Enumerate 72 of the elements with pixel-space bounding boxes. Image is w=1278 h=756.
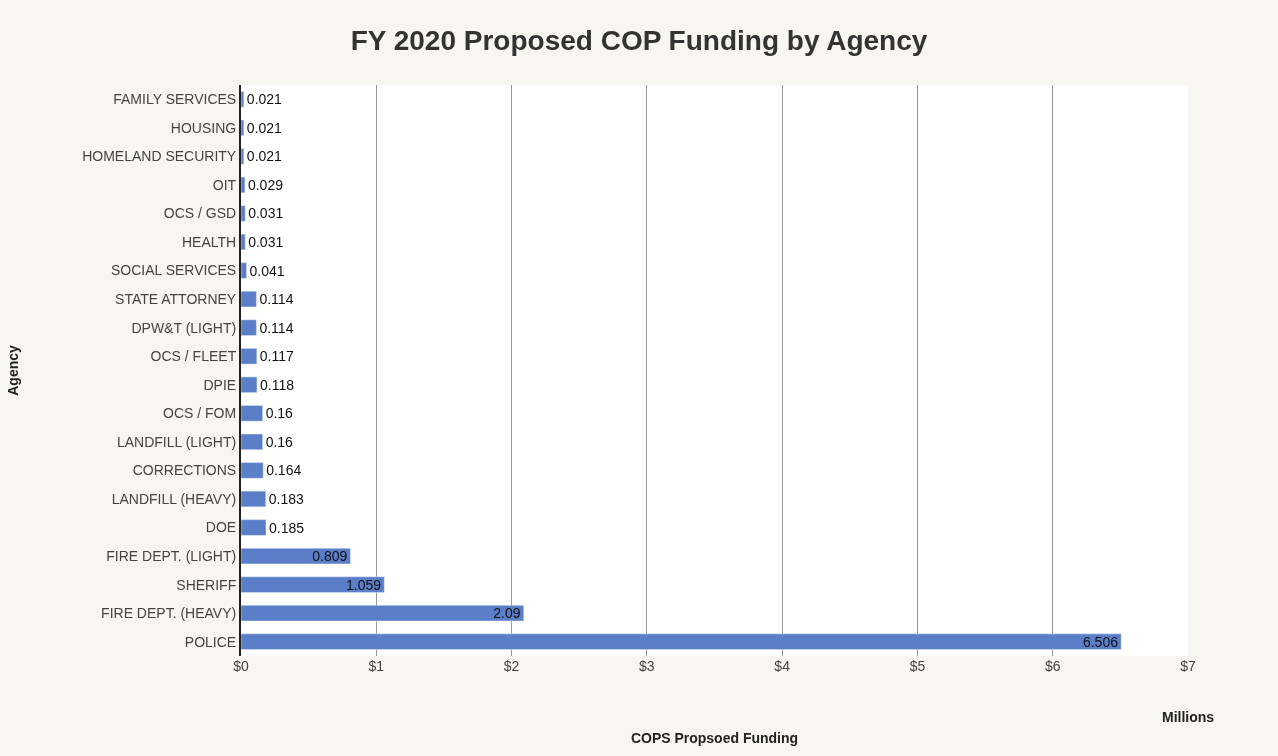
y-tick-label: LANDFILL (HEAVY) [111, 490, 237, 507]
data-label: 0.118 [259, 376, 295, 393]
data-label: 1.059 [346, 576, 382, 593]
data-label: 0.029 [247, 176, 284, 193]
x-tick-label: $5 [909, 658, 926, 674]
bar [241, 576, 385, 593]
data-label: 0.183 [268, 490, 305, 507]
bar [241, 91, 245, 108]
y-tick-label: DOE [205, 519, 237, 536]
data-label: 0.021 [246, 148, 283, 165]
x-tick-label: $2 [503, 658, 520, 674]
y-tick-label: SOCIAL SERVICES [110, 262, 237, 279]
data-label: 0.021 [246, 119, 283, 136]
y-axis-title: Agency [5, 345, 22, 396]
y-tick-label: FIRE DEPT. (HEAVY) [101, 605, 237, 622]
y-tick-label: DPIE [203, 376, 237, 393]
data-label: 2.09 [493, 605, 521, 622]
x-tick-label: $1 [368, 658, 385, 674]
y-tick-label: FIRE DEPT. (LIGHT) [106, 547, 237, 564]
bar [241, 148, 245, 165]
bar [241, 319, 257, 336]
data-label: 0.16 [265, 405, 294, 422]
bar [241, 605, 524, 622]
y-tick-label: DPW&T (LIGHT) [131, 319, 237, 336]
y-tick-label: HEALTH [182, 233, 237, 250]
y-tick-label: FAMILY SERVICES [113, 91, 237, 108]
bar [241, 376, 258, 393]
y-tick-label: OIT [212, 176, 237, 193]
y-tick-label: HOMELAND SECURITY [82, 148, 237, 165]
y-tick-label: STATE ATTORNEY [115, 291, 237, 308]
x-tick-label: $7 [1180, 658, 1196, 674]
text: Millions [1162, 709, 1215, 725]
y-tick-label: HOUSING [170, 119, 237, 136]
data-label: 0.117 [259, 348, 295, 365]
y-tick-label: LANDFILL (LIGHT) [116, 433, 237, 450]
x-tick-label: $6 [1044, 658, 1061, 674]
bar [241, 205, 246, 222]
data-label: 0.031 [248, 234, 284, 251]
y-tick-label: SHERIFF [176, 576, 237, 593]
bar [241, 262, 247, 279]
data-label: 0.16 [265, 433, 294, 450]
bar [241, 348, 258, 365]
y-tick-label: OCS / GSD [163, 205, 237, 222]
data-label: 0.114 [259, 291, 294, 308]
y-tick-label: POLICE [184, 633, 237, 650]
bar [241, 291, 257, 308]
y-tick-label: OCS / FLEET [150, 348, 237, 365]
bar [241, 233, 246, 251]
y-tick-label: OCS / FOM [163, 405, 237, 422]
bar [241, 519, 267, 536]
bar [241, 433, 263, 450]
x-tick-label: $4 [774, 658, 791, 674]
x-axis-title: COPS Propsoed Funding [630, 730, 799, 747]
data-label: 0.185 [269, 519, 305, 536]
bar [241, 176, 246, 194]
chart-title: FY 2020 Proposed COP Funding by Agency [350, 24, 928, 56]
data-label: 6.506 [1082, 633, 1119, 650]
data-label: 0.031 [248, 205, 284, 222]
bar [241, 405, 263, 422]
x-tick-label: $3 [639, 658, 655, 674]
data-label: 0.164 [266, 462, 302, 479]
bar [241, 633, 1122, 650]
data-label: 0.041 [249, 262, 285, 279]
y-tick-label: CORRECTIONS [132, 462, 237, 479]
bar [241, 547, 351, 565]
bar [241, 462, 264, 479]
bar [241, 490, 267, 508]
bar [241, 119, 245, 136]
data-label: 0.114 [259, 319, 294, 336]
x-tick-label: $0 [233, 658, 249, 674]
data-label: 0.809 [312, 548, 348, 565]
data-label: 0.021 [246, 91, 283, 108]
